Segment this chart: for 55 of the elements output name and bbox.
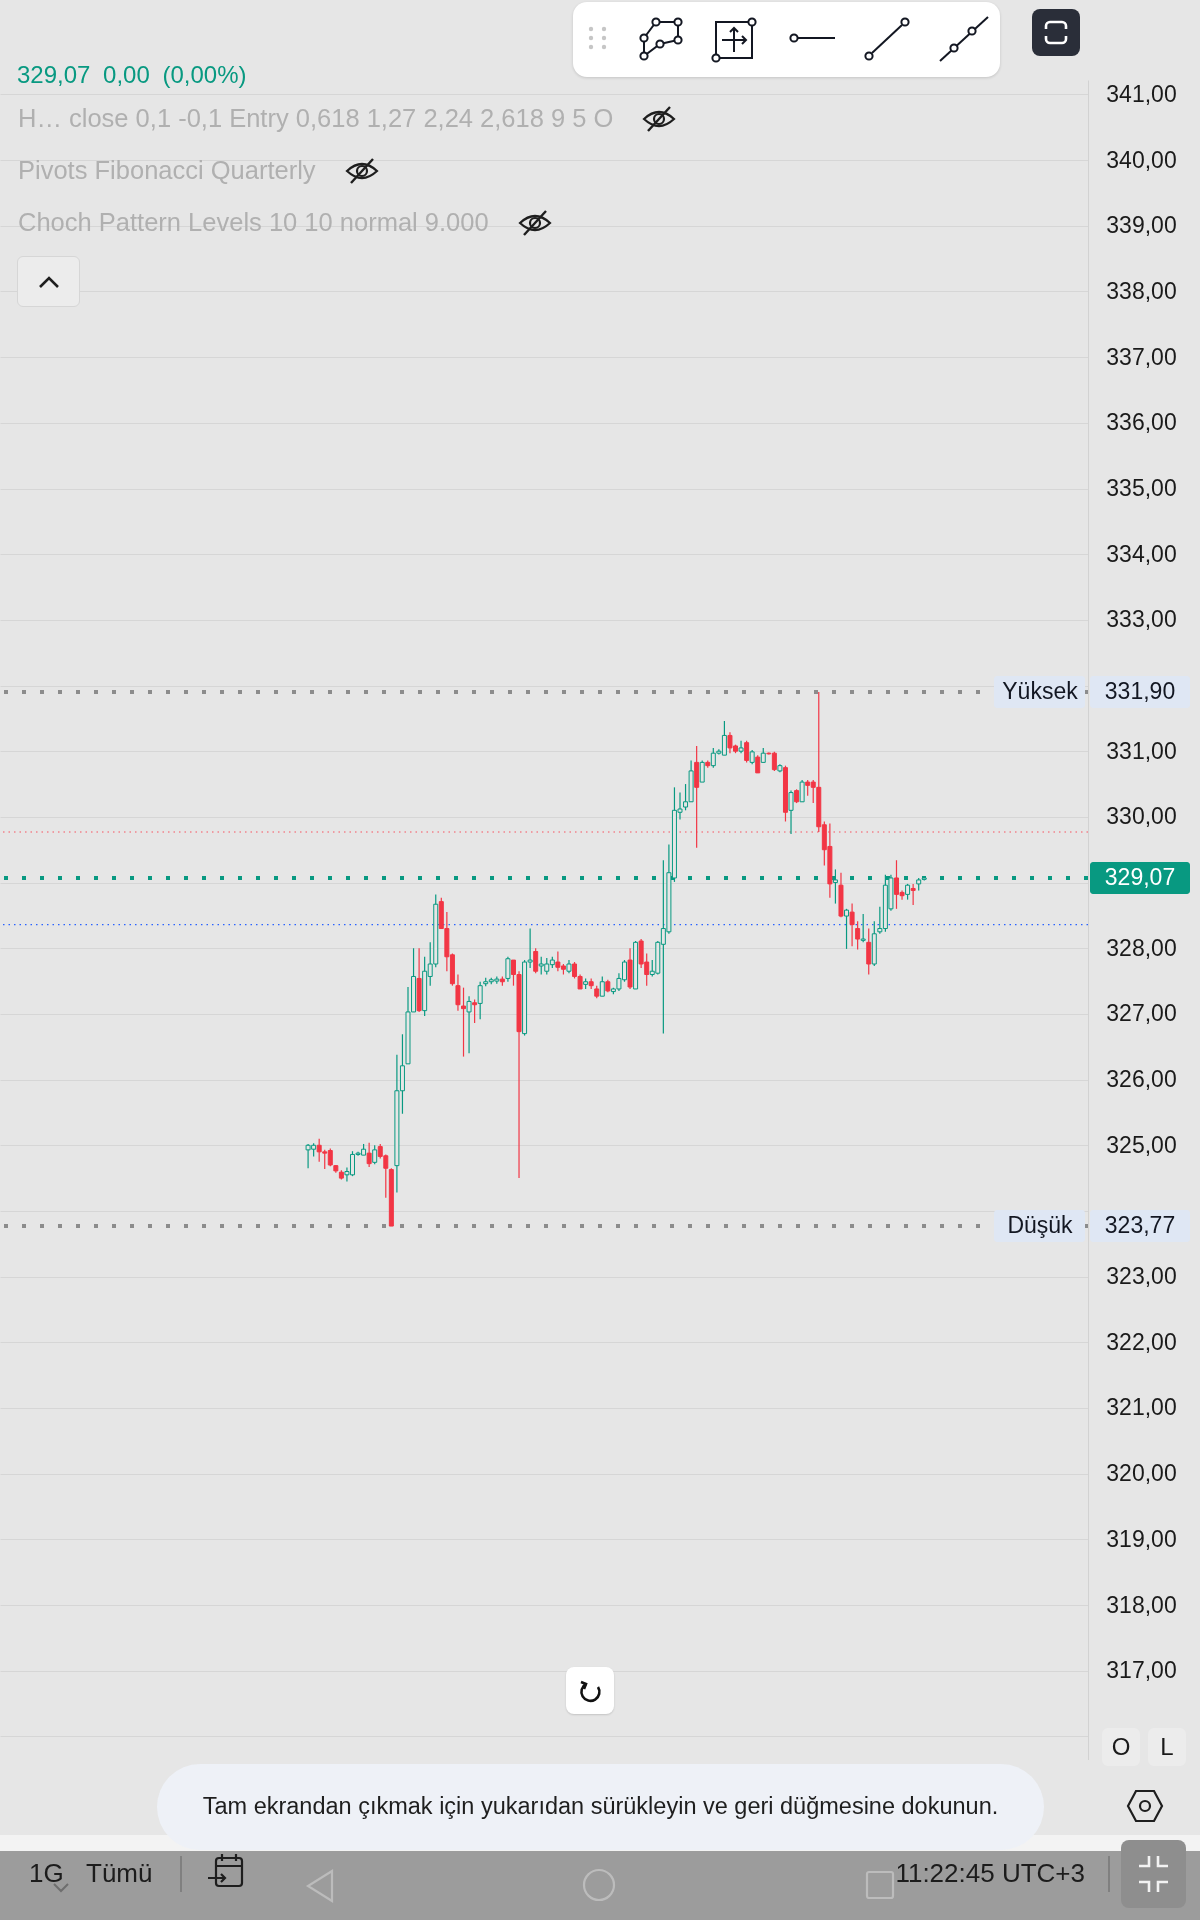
candlestick bbox=[849, 902, 855, 947]
y-tick-label: 338,00 bbox=[1106, 277, 1177, 304]
toggle-button: L bbox=[1148, 1728, 1186, 1766]
y-tick-label: 320,00 bbox=[1106, 1460, 1177, 1487]
candlestick bbox=[844, 908, 850, 950]
y-tick-label: 331,00 bbox=[1106, 737, 1177, 764]
candlestick bbox=[366, 1142, 372, 1168]
ref-line-label: 329,07 bbox=[1104, 863, 1176, 890]
candlestick bbox=[477, 981, 483, 1020]
y-tick-label: 335,00 bbox=[1106, 475, 1177, 502]
y-tick-label: 337,00 bbox=[1106, 343, 1177, 370]
y-tick-label: 333,00 bbox=[1106, 606, 1177, 633]
y-tick-label: 318,00 bbox=[1106, 1591, 1177, 1618]
text: 11:22:45 UTC+3 bbox=[895, 1858, 1085, 1888]
candlestick bbox=[461, 987, 467, 1058]
candlestick bbox=[744, 740, 750, 763]
candlestick bbox=[788, 790, 794, 835]
ref-line-label: 331,90 bbox=[1104, 678, 1176, 705]
y-tick-label: 321,00 bbox=[1106, 1394, 1177, 1421]
y-tick-label: 330,00 bbox=[1106, 803, 1177, 830]
annotation: Düşük bbox=[1007, 1212, 1074, 1239]
candlestick bbox=[599, 975, 605, 997]
y-tick-label: 340,00 bbox=[1106, 146, 1177, 173]
y-tick-label: 325,00 bbox=[1106, 1131, 1177, 1158]
y-tick-label: 334,00 bbox=[1106, 540, 1177, 567]
candlestick bbox=[505, 956, 511, 983]
y-tick-label: 319,00 bbox=[1106, 1525, 1177, 1552]
candlestick bbox=[866, 927, 872, 976]
candlestick bbox=[466, 995, 472, 1054]
candlestick bbox=[860, 913, 866, 943]
y-tick-label: 339,00 bbox=[1106, 212, 1177, 239]
text: Tümü bbox=[86, 1858, 153, 1888]
y-tick-label: 341,00 bbox=[1106, 80, 1177, 107]
y-tick-label: 328,00 bbox=[1106, 934, 1177, 961]
candlestick bbox=[699, 759, 705, 783]
annotation: Yüksek bbox=[1002, 678, 1079, 705]
candlestick bbox=[455, 973, 461, 1012]
candlestick bbox=[855, 920, 861, 951]
candlestick bbox=[372, 1144, 378, 1165]
toggle-button: O bbox=[1102, 1728, 1140, 1766]
chart-subtitle: 329,07 0,00 (0,00%) bbox=[17, 61, 247, 88]
y-tick-label: 327,00 bbox=[1106, 1000, 1177, 1027]
candlestick bbox=[472, 998, 478, 1024]
candlestick bbox=[799, 779, 805, 803]
y-tick-label: 336,00 bbox=[1106, 409, 1177, 436]
candlestick bbox=[910, 883, 916, 906]
y-tick-label: 322,00 bbox=[1106, 1328, 1177, 1355]
y-tick-label: 323,00 bbox=[1106, 1263, 1177, 1290]
candlestick bbox=[738, 740, 744, 754]
ref-line-label: 323,77 bbox=[1104, 1212, 1176, 1239]
notification-banner: Tam ekrandan çıkmak için yukarıdan sürükleyin ve geri düğmesine dokunun. bbox=[157, 1764, 1044, 1850]
candlestick bbox=[533, 947, 539, 974]
y-tick-label: 326,00 bbox=[1106, 1066, 1177, 1093]
text: 1G bbox=[29, 1858, 64, 1888]
y-tick-label: 317,00 bbox=[1106, 1657, 1177, 1684]
